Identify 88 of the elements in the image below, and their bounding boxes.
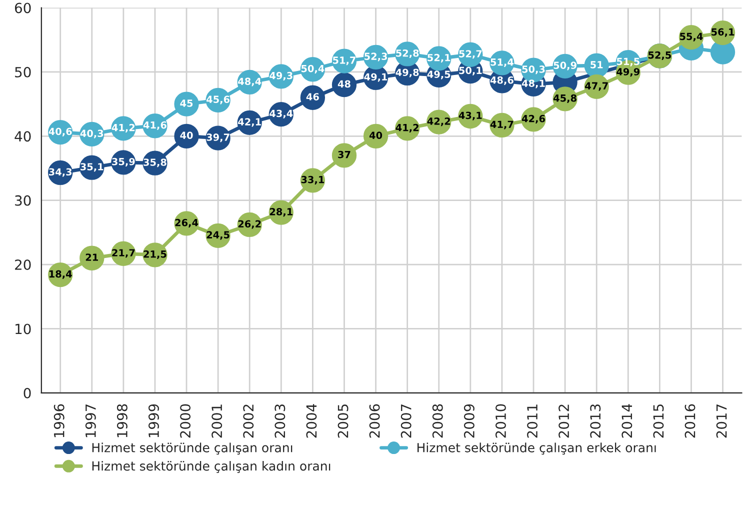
data-label: 49,5 xyxy=(427,70,450,80)
x-tick-label: 2008 xyxy=(432,404,443,438)
data-label: 34,3 xyxy=(49,168,72,177)
data-label: 48 xyxy=(338,80,350,88)
y-tick-label: 10 xyxy=(16,324,31,334)
data-label: 42,2 xyxy=(427,117,450,126)
data-label: 52,7 xyxy=(459,50,482,59)
data-label: 33,1 xyxy=(301,176,324,184)
data-label: 48,6 xyxy=(490,76,514,85)
data-label: 42,1 xyxy=(238,118,261,127)
y-tick-label: 50 xyxy=(15,66,31,78)
data-label: 39,7 xyxy=(206,134,230,142)
x-tick-label: 1998 xyxy=(116,404,128,438)
x-tick-label: 2017 xyxy=(716,404,727,438)
y-tick-label: 40 xyxy=(14,131,31,142)
x-tick-label: 1997 xyxy=(85,404,96,438)
x-tick-label: 2016 xyxy=(684,404,696,438)
data-label: 52,5 xyxy=(648,51,672,60)
x-tick-label: 2015 xyxy=(653,404,664,438)
data-label: 21 xyxy=(86,254,98,261)
data-label: 49,8 xyxy=(396,68,419,78)
data-label: 37 xyxy=(338,150,350,158)
y-tick-label: 20 xyxy=(15,260,31,270)
data-label: 49,9 xyxy=(616,68,640,77)
x-tick-label: 2013 xyxy=(590,404,601,438)
data-label: 49,3 xyxy=(270,72,292,81)
x-tick-label: 1996 xyxy=(54,404,64,438)
data-label: 35,8 xyxy=(144,158,166,168)
data-label: 50,1 xyxy=(459,66,482,76)
data-label: 26,4 xyxy=(175,218,198,228)
x-tick-label: 2010 xyxy=(495,404,506,438)
data-label: 51,7 xyxy=(333,56,356,66)
data-label: 28,1 xyxy=(270,208,292,217)
x-tick-label: 2014 xyxy=(622,404,632,438)
data-label: 40,6 xyxy=(48,128,72,136)
data-label: 35,9 xyxy=(112,158,135,167)
x-tick-label: 2006 xyxy=(369,404,380,438)
data-label: 45,8 xyxy=(554,94,576,103)
data-label: 49,1 xyxy=(364,73,388,82)
data-label: 40 xyxy=(180,132,193,139)
data-label: 42,6 xyxy=(522,114,545,124)
legend-label: Hizmet sektöründe çalışan kadın oranı xyxy=(92,461,330,473)
x-tick-label: 2002 xyxy=(243,404,254,438)
data-label: 55,4 xyxy=(680,32,703,42)
data-label: 48,1 xyxy=(522,80,545,88)
x-tick-label: 1999 xyxy=(148,404,160,438)
x-tick-label: 2000 xyxy=(180,404,191,438)
data-label: 41,2 xyxy=(112,124,135,133)
data-label: 41,6 xyxy=(143,121,166,130)
data-label: 21,7 xyxy=(112,249,135,258)
x-tick-label: 2007 xyxy=(400,404,412,438)
data-label: 48,4 xyxy=(238,78,262,86)
data-label: 43,1 xyxy=(458,112,482,120)
data-label: 56,1 xyxy=(712,28,734,37)
data-label: 51,4 xyxy=(490,58,514,68)
data-label: 40,3 xyxy=(80,130,104,138)
x-tick-label: 2003 xyxy=(274,404,286,438)
data-label: 43,4 xyxy=(270,110,293,118)
data-label: 24,5 xyxy=(206,231,230,240)
data-label: 21,5 xyxy=(144,250,166,259)
x-tick-label: 2011 xyxy=(527,404,538,438)
x-tick-label: 2001 xyxy=(212,404,222,438)
x-tick-label: 2004 xyxy=(306,404,317,438)
x-tick-label: 2009 xyxy=(464,404,474,438)
data-label: 52,1 xyxy=(428,54,450,63)
data-label: 18,4 xyxy=(49,270,72,279)
data-label: 52,3 xyxy=(364,52,388,62)
y-tick-label: 0 xyxy=(24,388,31,398)
legend-label: Hizmet sektöründe çalışan erkek oranı xyxy=(418,442,656,455)
data-label: 26,2 xyxy=(238,220,261,229)
data-label: 40 xyxy=(369,132,382,139)
data-label: 46 xyxy=(306,93,319,100)
y-tick-label: 60 xyxy=(14,2,31,14)
data-label: 41,7 xyxy=(490,120,514,130)
x-tick-label: 2005 xyxy=(338,404,348,438)
legend-label: Hizmet sektöründe çalışan oranı xyxy=(92,442,292,455)
data-label: 50,4 xyxy=(301,64,324,74)
data-label: 51 xyxy=(590,61,603,68)
data-label: 41,2 xyxy=(396,124,418,133)
data-label: 45,6 xyxy=(206,96,230,104)
data-label: 45 xyxy=(180,100,193,107)
data-label: 47,7 xyxy=(585,82,608,91)
x-tick-label: 2012 xyxy=(558,404,570,438)
y-tick-label: 30 xyxy=(15,195,31,206)
data-label: 52,8 xyxy=(396,49,419,58)
data-label: 50,3 xyxy=(522,65,545,74)
data-label: 50,9 xyxy=(554,62,576,70)
data-label: 35,1 xyxy=(80,163,104,172)
